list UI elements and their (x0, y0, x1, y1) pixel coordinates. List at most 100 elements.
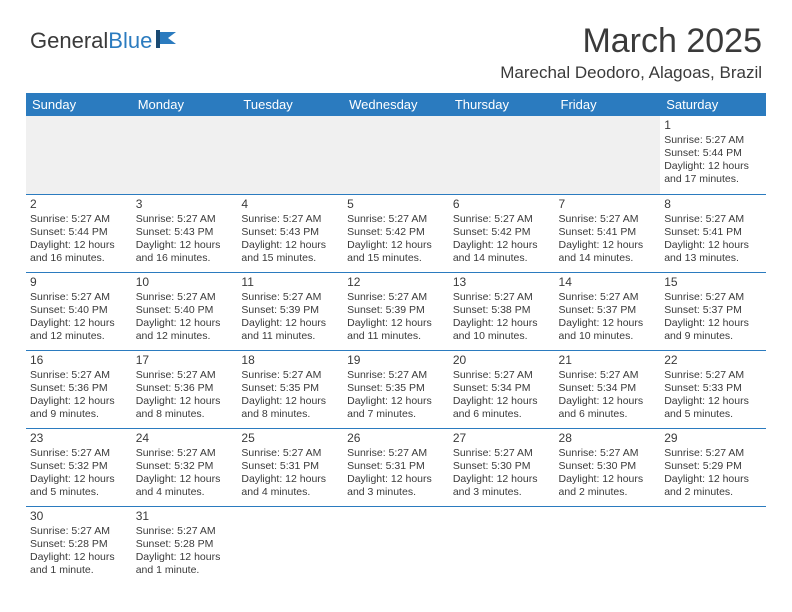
day-sunrise: Sunrise: 5:27 AM (241, 369, 339, 382)
day-sunset: Sunset: 5:44 PM (30, 226, 128, 239)
day-number: 12 (347, 275, 445, 290)
day-day1: Daylight: 12 hours (664, 395, 762, 408)
day-number: 14 (559, 275, 657, 290)
day-day1: Daylight: 12 hours (241, 239, 339, 252)
day-number: 31 (136, 509, 234, 524)
day-sunrise: Sunrise: 5:27 AM (30, 369, 128, 382)
day-sunrise: Sunrise: 5:27 AM (664, 134, 762, 147)
day-number: 1 (664, 118, 762, 133)
calendar-cell (449, 116, 555, 194)
day-number: 25 (241, 431, 339, 446)
day-day2: and 2 minutes. (664, 486, 762, 499)
day-day1: Daylight: 12 hours (241, 395, 339, 408)
day-sunset: Sunset: 5:32 PM (136, 460, 234, 473)
day-number: 27 (453, 431, 551, 446)
day-day1: Daylight: 12 hours (664, 473, 762, 486)
day-day1: Daylight: 12 hours (559, 239, 657, 252)
calendar-cell: 5Sunrise: 5:27 AMSunset: 5:42 PMDaylight… (343, 194, 449, 272)
logo-text-1: General (30, 28, 108, 54)
calendar-cell: 22Sunrise: 5:27 AMSunset: 5:33 PMDayligh… (660, 350, 766, 428)
day-sunrise: Sunrise: 5:27 AM (664, 447, 762, 460)
day-day1: Daylight: 12 hours (559, 395, 657, 408)
day-number: 4 (241, 197, 339, 212)
day-sunrise: Sunrise: 5:27 AM (347, 291, 445, 304)
day-day2: and 12 minutes. (136, 330, 234, 343)
calendar-cell: 17Sunrise: 5:27 AMSunset: 5:36 PMDayligh… (132, 350, 238, 428)
calendar-cell: 19Sunrise: 5:27 AMSunset: 5:35 PMDayligh… (343, 350, 449, 428)
day-number: 7 (559, 197, 657, 212)
day-day1: Daylight: 12 hours (664, 317, 762, 330)
day-sunset: Sunset: 5:29 PM (664, 460, 762, 473)
day-number: 2 (30, 197, 128, 212)
weekday-header: Thursday (449, 93, 555, 116)
day-sunrise: Sunrise: 5:27 AM (453, 213, 551, 226)
day-day1: Daylight: 12 hours (347, 317, 445, 330)
weekday-header: Wednesday (343, 93, 449, 116)
day-sunrise: Sunrise: 5:27 AM (559, 369, 657, 382)
day-day1: Daylight: 12 hours (241, 317, 339, 330)
day-sunset: Sunset: 5:39 PM (241, 304, 339, 317)
day-day2: and 8 minutes. (241, 408, 339, 421)
calendar-row: 16Sunrise: 5:27 AMSunset: 5:36 PMDayligh… (26, 350, 766, 428)
day-day2: and 10 minutes. (453, 330, 551, 343)
day-sunset: Sunset: 5:33 PM (664, 382, 762, 395)
day-sunset: Sunset: 5:28 PM (30, 538, 128, 551)
calendar-cell: 2Sunrise: 5:27 AMSunset: 5:44 PMDaylight… (26, 194, 132, 272)
day-day1: Daylight: 12 hours (136, 473, 234, 486)
day-number: 21 (559, 353, 657, 368)
day-sunrise: Sunrise: 5:27 AM (136, 213, 234, 226)
day-day1: Daylight: 12 hours (30, 395, 128, 408)
day-sunset: Sunset: 5:35 PM (347, 382, 445, 395)
weekday-header: Saturday (660, 93, 766, 116)
day-day1: Daylight: 12 hours (347, 239, 445, 252)
calendar-cell: 1Sunrise: 5:27 AMSunset: 5:44 PMDaylight… (660, 116, 766, 194)
day-day1: Daylight: 12 hours (453, 395, 551, 408)
day-day2: and 14 minutes. (559, 252, 657, 265)
day-sunset: Sunset: 5:30 PM (453, 460, 551, 473)
month-title: March 2025 (500, 22, 762, 61)
day-day2: and 7 minutes. (347, 408, 445, 421)
day-number: 6 (453, 197, 551, 212)
day-day2: and 3 minutes. (453, 486, 551, 499)
calendar-cell (555, 116, 661, 194)
day-sunset: Sunset: 5:42 PM (347, 226, 445, 239)
calendar-cell (237, 116, 343, 194)
day-day2: and 5 minutes. (30, 486, 128, 499)
day-number: 29 (664, 431, 762, 446)
day-sunset: Sunset: 5:41 PM (559, 226, 657, 239)
day-sunset: Sunset: 5:36 PM (30, 382, 128, 395)
day-number: 9 (30, 275, 128, 290)
day-number: 30 (30, 509, 128, 524)
day-sunrise: Sunrise: 5:27 AM (241, 447, 339, 460)
day-day1: Daylight: 12 hours (136, 551, 234, 564)
calendar-cell: 20Sunrise: 5:27 AMSunset: 5:34 PMDayligh… (449, 350, 555, 428)
day-sunrise: Sunrise: 5:27 AM (453, 447, 551, 460)
day-number: 26 (347, 431, 445, 446)
day-number: 15 (664, 275, 762, 290)
day-sunset: Sunset: 5:37 PM (559, 304, 657, 317)
calendar-table: Sunday Monday Tuesday Wednesday Thursday… (26, 93, 766, 584)
calendar-row: 9Sunrise: 5:27 AMSunset: 5:40 PMDaylight… (26, 272, 766, 350)
day-day2: and 16 minutes. (136, 252, 234, 265)
day-day2: and 8 minutes. (136, 408, 234, 421)
day-day1: Daylight: 12 hours (453, 317, 551, 330)
day-sunset: Sunset: 5:31 PM (241, 460, 339, 473)
calendar-cell: 8Sunrise: 5:27 AMSunset: 5:41 PMDaylight… (660, 194, 766, 272)
day-number: 11 (241, 275, 339, 290)
day-day2: and 12 minutes. (30, 330, 128, 343)
day-sunrise: Sunrise: 5:27 AM (664, 291, 762, 304)
day-sunrise: Sunrise: 5:27 AM (559, 213, 657, 226)
calendar-cell: 26Sunrise: 5:27 AMSunset: 5:31 PMDayligh… (343, 428, 449, 506)
location-text: Marechal Deodoro, Alagoas, Brazil (500, 63, 762, 83)
day-sunrise: Sunrise: 5:27 AM (559, 291, 657, 304)
day-sunset: Sunset: 5:34 PM (559, 382, 657, 395)
calendar-cell: 29Sunrise: 5:27 AMSunset: 5:29 PMDayligh… (660, 428, 766, 506)
day-sunset: Sunset: 5:31 PM (347, 460, 445, 473)
day-sunset: Sunset: 5:43 PM (241, 226, 339, 239)
day-number: 10 (136, 275, 234, 290)
calendar-cell: 21Sunrise: 5:27 AMSunset: 5:34 PMDayligh… (555, 350, 661, 428)
day-day1: Daylight: 12 hours (559, 473, 657, 486)
weekday-header: Sunday (26, 93, 132, 116)
calendar-cell: 18Sunrise: 5:27 AMSunset: 5:35 PMDayligh… (237, 350, 343, 428)
day-sunrise: Sunrise: 5:27 AM (241, 291, 339, 304)
